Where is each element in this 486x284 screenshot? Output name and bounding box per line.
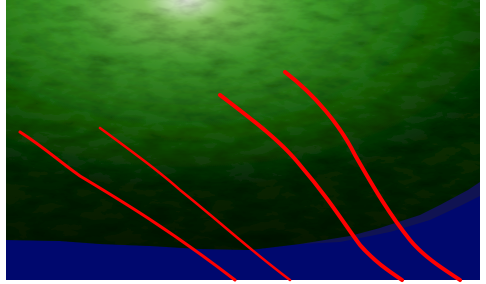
page: {}	[0, 0, 486, 284]
land-shading	[6, 0, 480, 250]
terrain-render	[0, 0, 486, 284]
